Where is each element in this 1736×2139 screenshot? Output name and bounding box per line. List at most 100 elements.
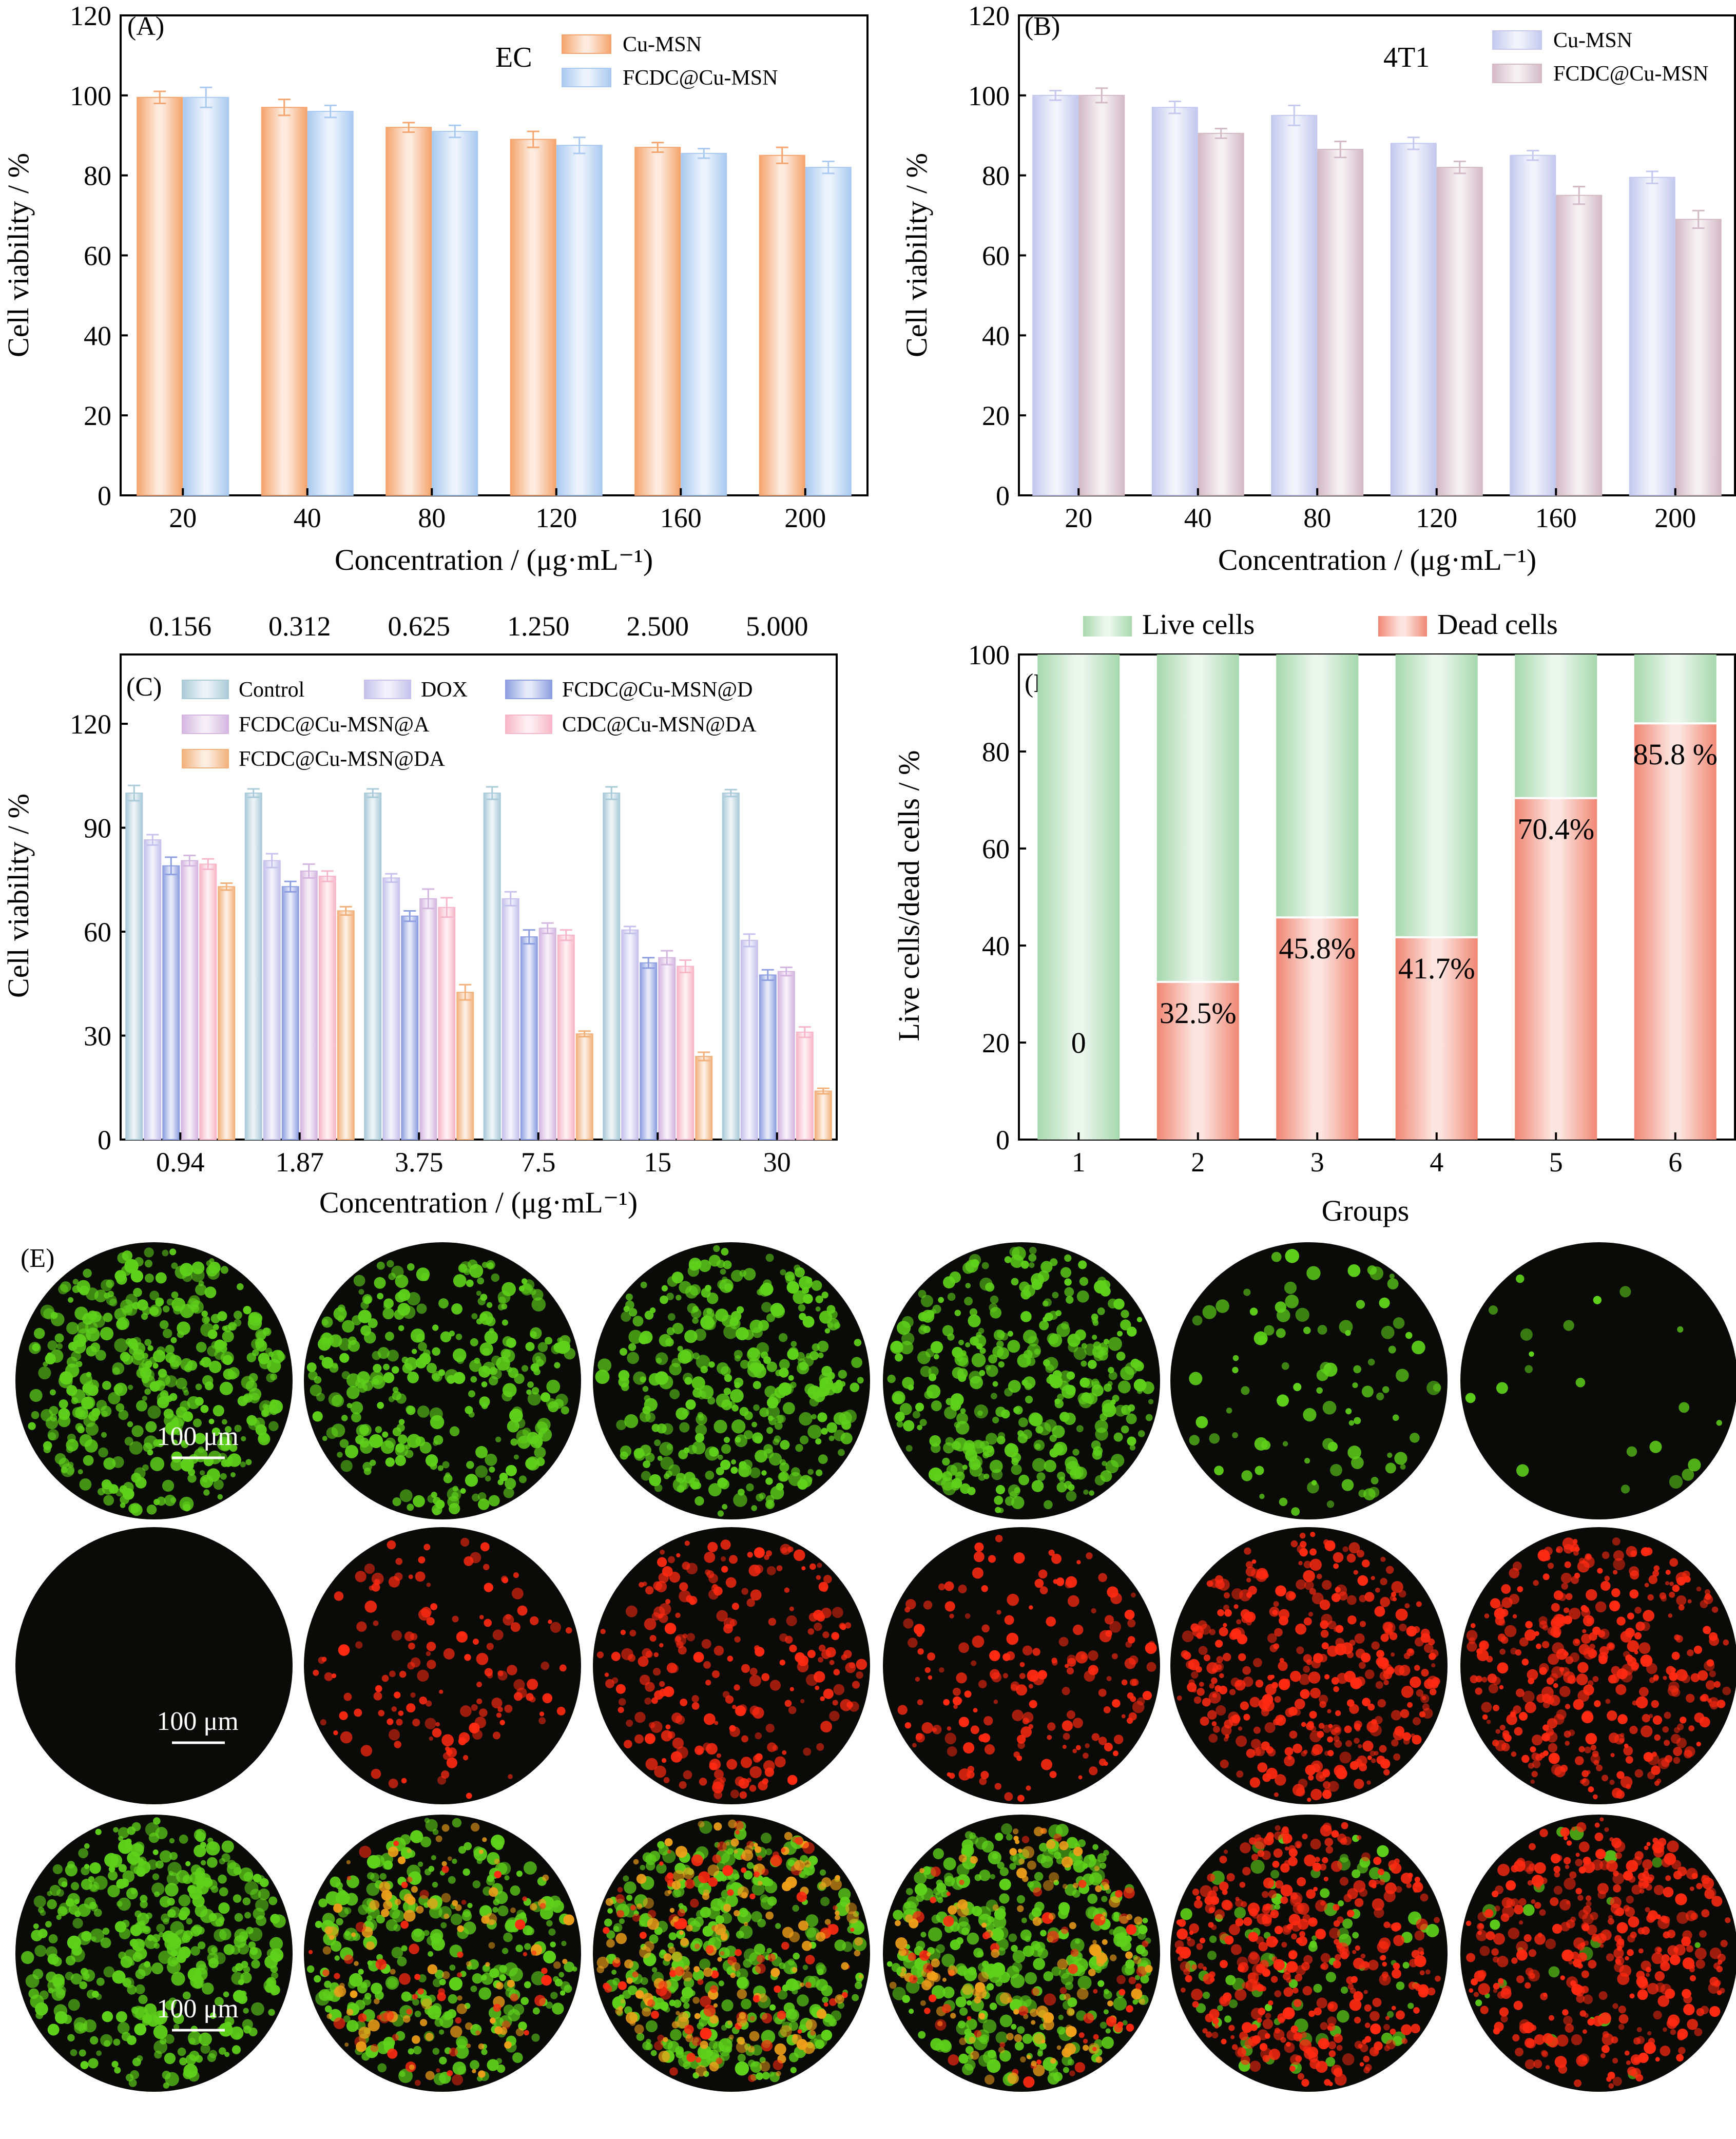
cell-spot bbox=[970, 1376, 983, 1390]
cell-spot bbox=[499, 2027, 508, 2035]
cell-spot bbox=[678, 1903, 684, 1909]
cell-spot bbox=[1551, 1603, 1560, 1612]
cell-spot bbox=[196, 1342, 207, 1353]
cell-spot bbox=[1379, 1606, 1384, 1611]
x-tick-label: 4 bbox=[1430, 1147, 1443, 1178]
cell-spot bbox=[612, 1978, 620, 1986]
cell-spot bbox=[134, 1257, 144, 1267]
cell-spot bbox=[1267, 1633, 1277, 1643]
legend-label: FCDC@Cu-MSN bbox=[1553, 62, 1708, 86]
cell-spot bbox=[1673, 1757, 1681, 1764]
cell-spot bbox=[721, 1999, 734, 2012]
cell-spot bbox=[704, 1313, 718, 1326]
cell-spot bbox=[388, 1729, 400, 1741]
x-tick-label: 120 bbox=[535, 503, 577, 533]
cell-spot bbox=[968, 1314, 981, 1327]
cell-spot bbox=[1672, 1584, 1680, 1592]
cell-spot bbox=[145, 1274, 154, 1283]
cell-spot bbox=[1226, 1408, 1232, 1414]
cell-spot bbox=[153, 1817, 161, 1825]
cell-spot bbox=[620, 1999, 625, 2004]
cell-spot bbox=[1078, 1260, 1087, 1269]
cell-spot bbox=[690, 1898, 699, 1908]
cell-spot bbox=[530, 1327, 542, 1339]
cell-spot bbox=[527, 1392, 541, 1406]
cell-spot bbox=[700, 2028, 712, 2040]
cell-spot bbox=[108, 1392, 121, 1404]
cell-spot bbox=[548, 1620, 552, 1624]
cell-spot bbox=[686, 1924, 693, 1932]
cell-spot bbox=[697, 1978, 704, 1985]
cell-spot bbox=[649, 1474, 661, 1487]
cell-spot bbox=[70, 1882, 80, 1891]
cell-spot bbox=[432, 1324, 439, 1331]
cell-spot bbox=[407, 1292, 420, 1306]
cell-spot bbox=[624, 1740, 632, 1748]
cell-spot bbox=[1121, 1714, 1126, 1719]
cell-spot bbox=[100, 1326, 114, 1341]
cell-spot bbox=[1423, 1643, 1434, 1653]
cell-spot bbox=[908, 1637, 918, 1648]
cell-spot bbox=[703, 1713, 716, 1725]
cell-spot bbox=[448, 1994, 458, 2004]
cell-spot bbox=[981, 1262, 989, 1269]
cell-spot bbox=[1424, 1679, 1435, 1689]
cell-spot bbox=[709, 2015, 719, 2024]
cell-spot bbox=[406, 1405, 416, 1415]
cell-spot bbox=[801, 1940, 812, 1951]
cell-spot bbox=[470, 1552, 481, 1564]
cell-spot bbox=[381, 1909, 390, 1917]
cell-spot bbox=[1303, 1617, 1312, 1626]
cell-spot bbox=[255, 1338, 265, 1348]
cell-spot bbox=[489, 1327, 494, 1334]
cell-spot bbox=[230, 1472, 236, 1477]
cell-spot bbox=[758, 1780, 768, 1791]
cell-spot bbox=[1029, 1605, 1033, 1610]
x-tick-label: 3 bbox=[1310, 1147, 1324, 1178]
legend-label: FCDC@Cu-MSN@DA bbox=[239, 747, 445, 771]
cell-spot bbox=[1506, 1714, 1517, 1725]
cell-spot bbox=[1521, 1755, 1530, 1763]
cell-spot bbox=[981, 1624, 990, 1633]
cell-spot bbox=[313, 1669, 319, 1676]
cell-spot bbox=[118, 1836, 124, 1841]
cell-spot bbox=[1010, 1681, 1020, 1690]
cell-spot bbox=[1641, 1725, 1653, 1738]
cell-spot bbox=[151, 1882, 165, 1896]
panel-e-group-labels: G(1)G(2)G(3)G(4)G(5)G(6) bbox=[127, 1243, 1626, 1275]
cell-spot bbox=[1112, 1699, 1121, 1708]
legend-swatch bbox=[1492, 30, 1542, 50]
cell-spot bbox=[486, 1643, 494, 1650]
cell-spot bbox=[821, 1377, 829, 1385]
cell-spot bbox=[160, 2037, 167, 2045]
cell-spot bbox=[503, 1932, 513, 1942]
cell-spot bbox=[515, 2028, 524, 2036]
cell-spot bbox=[720, 1268, 726, 1275]
cell-spot bbox=[1192, 1315, 1203, 1326]
cell-spot bbox=[1002, 1673, 1009, 1679]
cell-spot bbox=[130, 1502, 141, 1513]
cell-spot bbox=[455, 1334, 462, 1340]
cell-spot bbox=[1647, 1594, 1654, 1601]
micrograph-row2-group4 bbox=[883, 1527, 1160, 1804]
cell-spot bbox=[1116, 1352, 1126, 1361]
cell-spot bbox=[1224, 1609, 1232, 1617]
cell-spot bbox=[1560, 1667, 1570, 1676]
cell-spot bbox=[224, 1325, 232, 1333]
cell-spot bbox=[917, 1648, 924, 1655]
cell-spot bbox=[818, 1644, 826, 1652]
cell-spot bbox=[668, 1556, 675, 1564]
cell-spot bbox=[846, 1911, 859, 1924]
cell-spot bbox=[1627, 1640, 1639, 1652]
cell-spot bbox=[768, 1417, 777, 1425]
cell-spot bbox=[720, 1932, 728, 1940]
cell-spot bbox=[1414, 1637, 1424, 1647]
cell-spot bbox=[79, 1478, 92, 1491]
cell-spot bbox=[218, 1874, 227, 1884]
legend-swatch bbox=[505, 715, 552, 734]
cell-spot bbox=[770, 1855, 782, 1867]
cell-spot bbox=[47, 1429, 59, 1441]
cell-spot bbox=[425, 2071, 435, 2080]
cell-spot bbox=[603, 1926, 610, 1934]
